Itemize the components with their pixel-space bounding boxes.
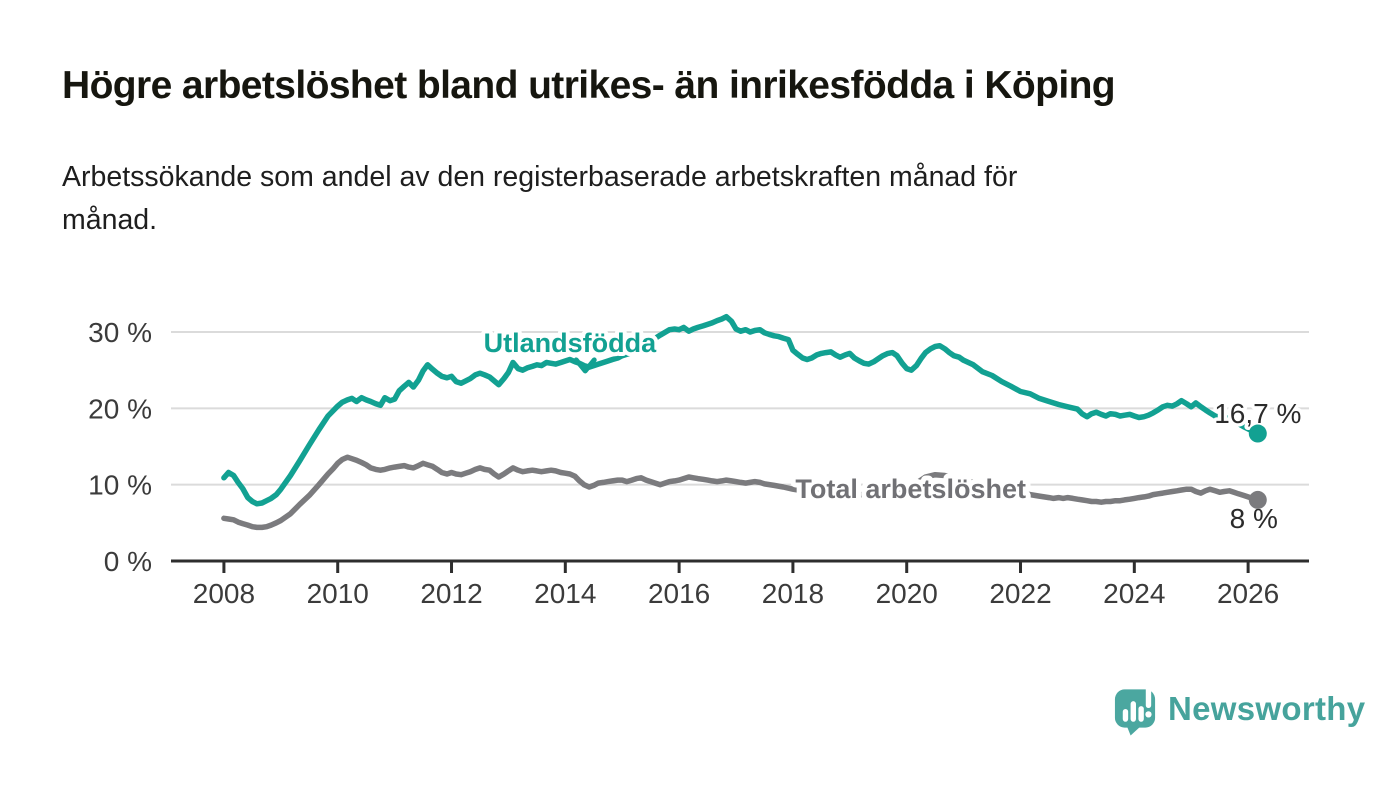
chart-subtitle: Arbetssökande som andel av den registerb…: [62, 156, 1017, 242]
y-tick-label-0: 0 %: [104, 546, 152, 577]
x-tick-label-2008: 2008: [193, 578, 255, 609]
annotation-arrow-down-icon: [573, 357, 597, 374]
x-tick-label-2024: 2024: [1103, 578, 1165, 609]
annotation-label-8-: 8 %: [1230, 503, 1278, 534]
x-tick-label-2012: 2012: [420, 578, 482, 609]
logo-bubble-tail: [1126, 725, 1142, 736]
x-tick-label-2016: 2016: [648, 578, 710, 609]
logo-bar-1: [1122, 709, 1129, 722]
y-tick-label-10: 10 %: [88, 470, 152, 501]
x-tick-label-2022: 2022: [989, 578, 1051, 609]
newsworthy-logo-text: Newsworthy: [1168, 690, 1366, 727]
newsworthy-bubble-chart-icon: [1114, 685, 1156, 736]
logo-exclamation-bar: [1145, 685, 1152, 709]
y-tick-label-30: 30 %: [88, 317, 152, 348]
x-tick-label-2010: 2010: [307, 578, 369, 609]
logo-bar-2: [1130, 701, 1136, 722]
annotation-label-total-arbetsloshet: Total arbetslöshet: [795, 474, 1026, 504]
logo-bar-3: [1138, 706, 1144, 722]
series-end-dot-total-arbetsloshet: [1248, 490, 1267, 509]
chart-title: Högre arbetslöshet bland utrikes- än inr…: [62, 64, 1116, 107]
x-tick-label-2020: 2020: [876, 578, 938, 609]
annotation-label-16-7-: 16,7 %: [1214, 398, 1301, 429]
x-tick-label-2026: 2026: [1217, 578, 1279, 609]
chart-subtitle-line1: Arbetssökande som andel av den registerb…: [62, 161, 1018, 193]
series-end-dot-utlandsfodda: [1248, 424, 1267, 443]
series-line-utlandsfodda: [221, 313, 1261, 507]
x-tick-label-2014: 2014: [534, 578, 596, 609]
series-line-total-arbetsloshet: [221, 454, 1261, 531]
annotation-label-utlandsfodda: Utlandsfödda: [484, 328, 657, 358]
chart-subtitle-line2: månad.: [62, 204, 158, 236]
y-tick-label-20: 20 %: [88, 393, 152, 424]
x-tick-label-2018: 2018: [762, 578, 824, 609]
newsworthy-logo: Newsworthy: [1112, 682, 1365, 736]
logo-exclamation-dot: [1145, 711, 1152, 718]
